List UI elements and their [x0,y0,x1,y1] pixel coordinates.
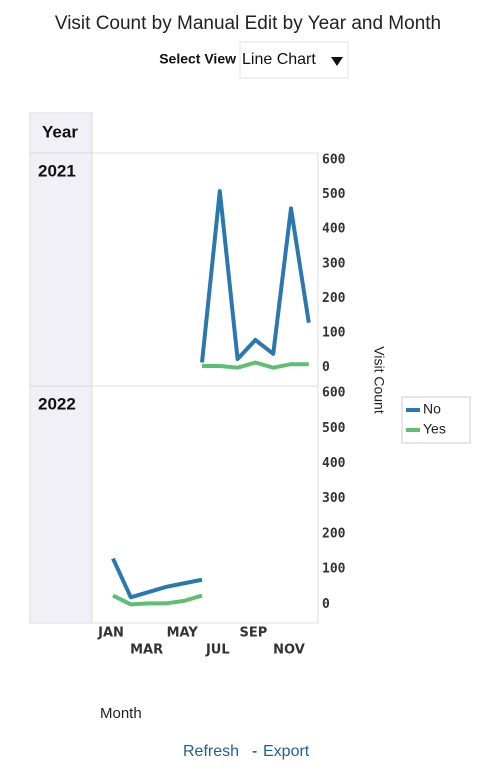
legend-label: Yes [423,421,446,437]
y-tick-label: 200 [322,526,346,541]
x-tick-label: JUL [205,643,230,658]
series-line [111,557,203,600]
y-tick-label: 600 [322,152,346,167]
refresh-link[interactable]: Refresh [183,743,239,760]
y-tick-label: 0 [322,597,330,612]
dropdown-arrow[interactable] [331,57,343,66]
y-tick-label: 200 [322,291,346,306]
series-line [112,593,203,607]
row-header: Year [42,122,78,141]
y-tick-label: 400 [322,222,346,237]
y-tick-label: 400 [322,456,346,471]
series-line [202,360,309,370]
facet-label: 2021 [38,161,76,180]
title: Visit Count by Manual Edit by Year and M… [55,13,441,34]
facet-label: 2022 [38,394,76,413]
select-label: Select View [159,51,236,67]
x-tick-label: JAN [97,626,124,641]
legend [401,396,471,444]
x-axis-label: Month [100,705,142,722]
y-tick-label: 500 [322,187,346,202]
y-tick-label: 0 [322,360,330,375]
export-link[interactable]: Export [263,743,310,760]
series-line [200,189,311,363]
select-box[interactable] [239,41,349,79]
y-axis-label: Visit Count [371,346,387,414]
y-tick-label: 100 [322,562,346,577]
select-value[interactable]: Line Chart [242,51,316,68]
x-tick-label: SEP [240,626,268,641]
x-tick-label: MAY [167,626,199,641]
y-tick-label: 500 [322,421,346,436]
link-separator: - [252,743,257,760]
y-tick-label: 100 [322,326,346,341]
x-tick-label: NOV [273,643,305,658]
y-tick-label: 300 [322,256,346,271]
y-tick-label: 300 [322,491,346,506]
legend-label: No [423,401,441,417]
y-tick-label: 600 [322,386,346,401]
row-header-column [29,112,93,624]
x-tick-label: MAR [130,643,163,658]
